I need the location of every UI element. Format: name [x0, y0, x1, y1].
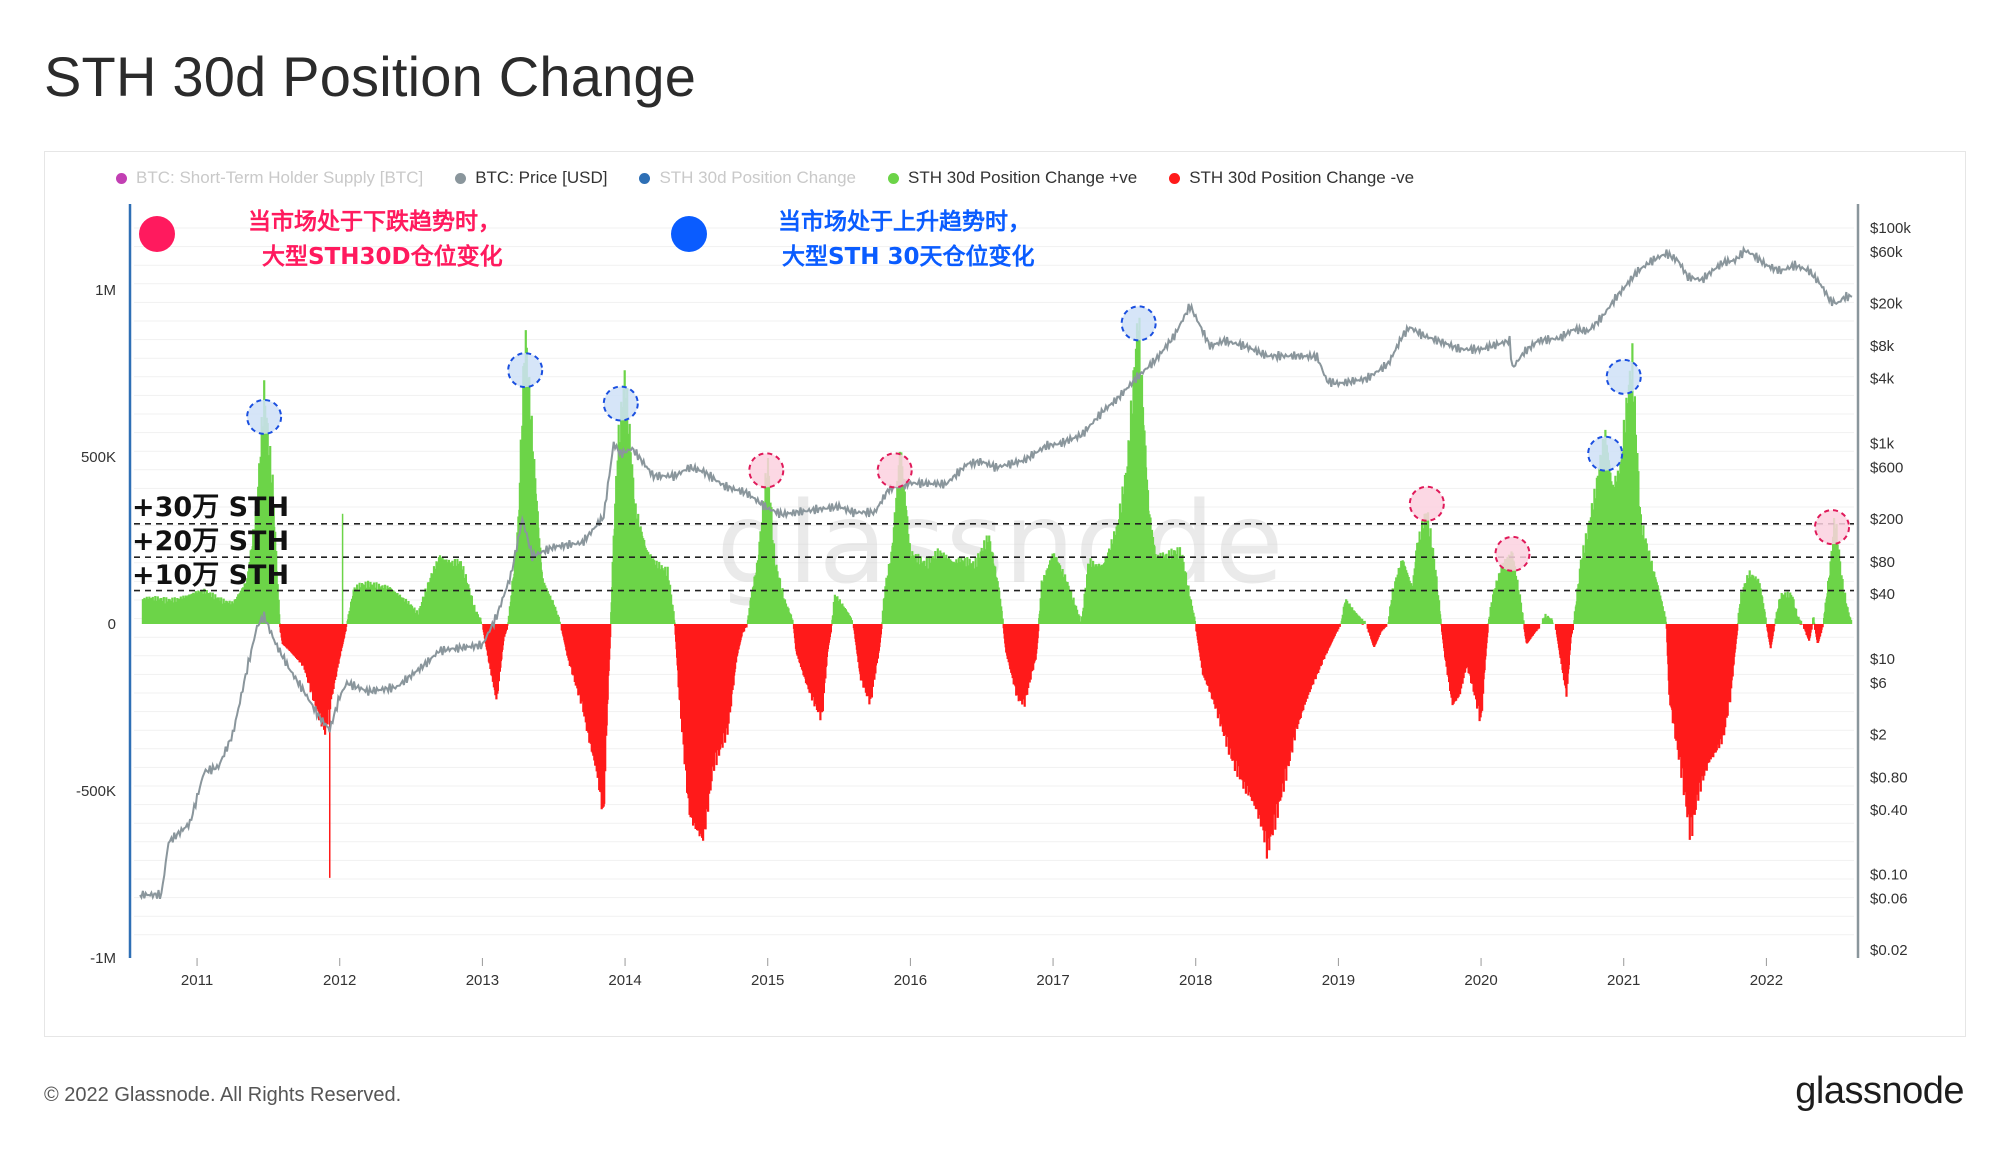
page-title: STH 30d Position Change	[44, 45, 697, 108]
right-tick-label: $4k	[1870, 371, 1895, 388]
bear-marker-legend-icon	[139, 216, 175, 252]
right-axis-ticks: $100k $60k $20k $8k $4k $1k $600 $200 $80 $40 $10 $…	[1870, 220, 1911, 959]
copyright: © 2022 Glassnode. All Rights Reserved.	[44, 1084, 402, 1106]
legend-swatch	[116, 172, 127, 184]
legend-item-price[interactable]: BTC: Price [USD]	[455, 168, 607, 188]
right-tick-label: $40	[1870, 586, 1895, 603]
chart-frame	[44, 151, 1966, 1037]
peak-markers	[246, 305, 1851, 572]
left-tick-label: 1M	[95, 282, 116, 299]
right-tick-label: $6	[1870, 675, 1887, 692]
watermark: glassnode	[716, 479, 1283, 609]
chart-legend: BTC: Short-Term Holder Supply [BTC] BTC:…	[116, 166, 1414, 190]
right-tick-label: $20k	[1870, 295, 1903, 312]
right-tick-label: $0.02	[1870, 942, 1908, 959]
left-tick-label: -500K	[76, 783, 116, 800]
legend-item-position-change[interactable]: STH 30d Position Change	[639, 168, 856, 188]
bear-peak-marker	[748, 452, 785, 489]
bear-peak-marker	[1814, 509, 1851, 546]
grid-lines	[134, 227, 1854, 936]
negative-change-area	[279, 624, 1824, 859]
threshold-label-300k: +30万 STH	[132, 492, 289, 523]
left-axis-ticks: 1M 500K 0 -500K -1M	[76, 282, 116, 967]
x-axis-ticks: 2011 2012 2013 2014 2015 2016 2017 2018 2019 2020…	[181, 958, 1783, 989]
left-tick-label: 500K	[81, 449, 116, 466]
bull-peak-marker	[1605, 358, 1642, 395]
right-tick-label: $2	[1870, 726, 1887, 743]
legend-swatch	[639, 172, 651, 184]
right-tick-label: $0.06	[1870, 891, 1908, 908]
threshold-label-200k: +20万 STH	[132, 526, 289, 557]
right-tick-label: $600	[1870, 460, 1903, 477]
legend-label: BTC: Price [USD]	[475, 168, 608, 187]
right-tick-label: $8k	[1870, 338, 1895, 355]
bull-peak-marker	[246, 398, 283, 435]
bull-annotation-line1: 当市场处于上升趋势时，	[778, 208, 1031, 235]
positive-change-area	[141, 317, 1853, 624]
bull-annotation-line2: 大型STH 30天仓位变化	[782, 243, 1035, 270]
legend-swatch	[888, 172, 900, 184]
legend-label: STH 30d Position Change -ve	[1189, 168, 1415, 187]
bear-peak-marker	[876, 452, 913, 489]
x-tick-label: 2018	[1179, 972, 1212, 989]
left-tick-label: 0	[108, 616, 116, 633]
threshold-label-100k: +10万 STH	[132, 560, 289, 591]
legend-label: STH 30d Position Change	[659, 168, 857, 187]
x-tick-label: 2020	[1464, 972, 1497, 989]
bull-peak-marker	[1587, 435, 1624, 472]
bear-annotation-line1: 当市场处于下跌趋势时，	[248, 208, 501, 235]
x-tick-label: 2019	[1322, 972, 1355, 989]
brand-logo: glassnode	[1795, 1070, 1964, 1112]
bull-marker-legend-icon	[671, 216, 707, 252]
x-tick-label: 2012	[323, 972, 356, 989]
legend-item-positive[interactable]: STH 30d Position Change +ve	[888, 168, 1137, 188]
right-tick-label: $60k	[1870, 244, 1903, 261]
right-tick-label: $1k	[1870, 436, 1895, 453]
right-tick-label: $100k	[1870, 220, 1911, 237]
legend-swatch	[1169, 172, 1181, 184]
x-tick-label: 2013	[466, 972, 499, 989]
x-tick-label: 2021	[1607, 972, 1640, 989]
x-tick-label: 2011	[181, 972, 213, 989]
x-tick-label: 2022	[1750, 972, 1783, 989]
right-tick-label: $200	[1870, 511, 1903, 528]
right-tick-label: $10	[1870, 651, 1895, 668]
legend-item-negative[interactable]: STH 30d Position Change -ve	[1169, 168, 1414, 188]
bear-peak-marker	[1494, 535, 1531, 572]
right-tick-label: $0.80	[1870, 769, 1908, 786]
axes	[128, 204, 1860, 958]
bull-peak-marker	[602, 385, 639, 422]
x-tick-label: 2015	[751, 972, 784, 989]
bull-peak-marker	[507, 352, 544, 389]
legend-item-sth-supply[interactable]: BTC: Short-Term Holder Supply [BTC]	[116, 168, 423, 188]
left-tick-label: -1M	[90, 950, 116, 967]
bear-peak-marker	[1408, 485, 1445, 522]
legend-label: BTC: Short-Term Holder Supply [BTC]	[136, 168, 424, 187]
threshold-lines	[134, 522, 1854, 592]
x-tick-label: 2016	[894, 972, 927, 989]
spike-marks	[328, 513, 344, 878]
bear-annotation-line2: 大型STH30D仓位变化	[262, 243, 503, 270]
right-tick-label: $0.10	[1870, 867, 1908, 884]
right-tick-label: $80	[1870, 554, 1895, 571]
price-line	[139, 245, 1853, 901]
legend-label: STH 30d Position Change +ve	[908, 168, 1138, 187]
x-tick-label: 2017	[1036, 972, 1069, 989]
legend-swatch	[455, 172, 467, 184]
x-tick-label: 2014	[608, 972, 641, 989]
right-tick-label: $0.40	[1870, 802, 1908, 819]
bull-peak-marker	[1120, 305, 1157, 342]
